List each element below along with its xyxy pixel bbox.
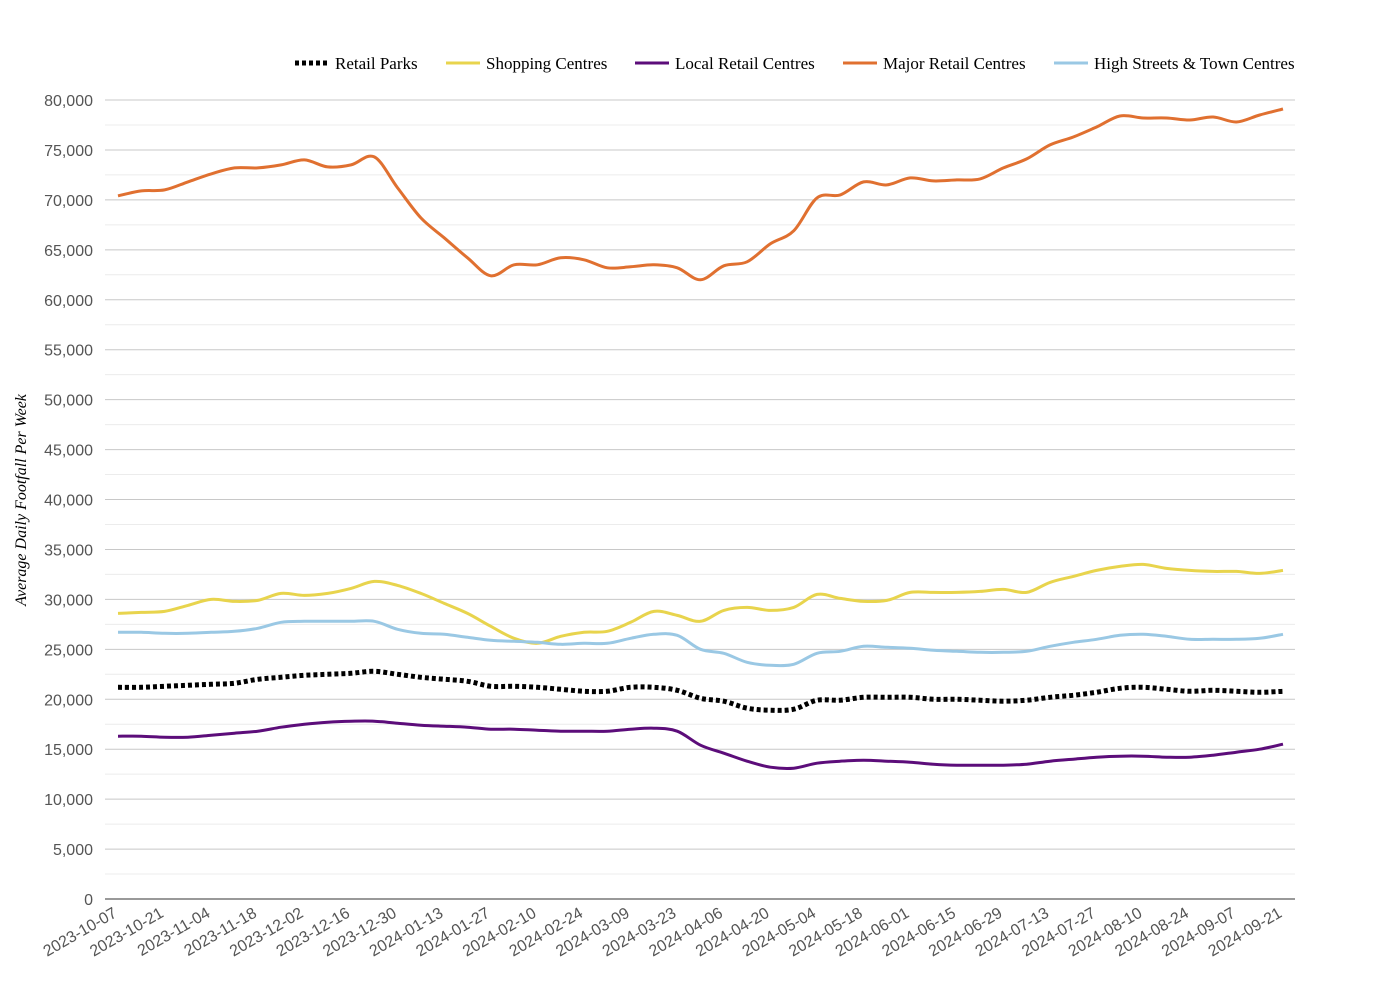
y-tick-label: 75,000 (44, 143, 93, 160)
y-tick-label: 55,000 (44, 343, 93, 360)
y-tick-label: 70,000 (44, 193, 93, 210)
y-tick-label: 25,000 (44, 642, 93, 659)
series-line-local-retail-centres (117, 719, 1284, 770)
series-line-retail-parks (117, 668, 1284, 713)
legend-label-high-streets-and-town-centres: High Streets & Town Centres (1094, 54, 1295, 73)
series-lines (117, 107, 1284, 770)
y-tick-label: 5,000 (53, 842, 93, 859)
y-tick-label: 50,000 (44, 393, 93, 410)
y-tick-label: 20,000 (44, 692, 93, 709)
y-tick-label: 60,000 (44, 293, 93, 310)
y-tick-label: 0 (84, 892, 93, 909)
legend: Retail Parks Shopping Centres Local Retail… (295, 54, 1295, 73)
y-tick-label: 80,000 (44, 93, 93, 110)
legend-label-major-retail-centres: Major Retail Centres (883, 54, 1026, 73)
y-tick-label: 65,000 (44, 243, 93, 260)
y-tick-label: 15,000 (44, 742, 93, 759)
x-axis-ticks: 2023-10-072023-10-212023-11-042023-11-18… (41, 905, 1285, 961)
y-axis-label: Average Daily Footfall Per Week (13, 393, 30, 607)
y-tick-label: 45,000 (44, 443, 93, 460)
legend-label-local-retail-centres: Local Retail Centres (675, 54, 815, 73)
y-tick-label: 10,000 (44, 792, 93, 809)
legend-label-shopping-centres: Shopping Centres (486, 54, 607, 73)
y-tick-label: 40,000 (44, 493, 93, 510)
series-line-major-retail-centres (117, 107, 1284, 282)
legend-label-retail-parks: Retail Parks (335, 54, 418, 73)
y-tick-label: 35,000 (44, 542, 93, 559)
series-line-high-streets-and-town-centres (117, 619, 1284, 668)
series-line-shopping-centres (117, 562, 1284, 645)
y-axis-ticks: 0 5,000 10,000 15,000 20,000 25,000 30,000 35,0… (44, 93, 93, 909)
y-tick-label: 30,000 (44, 592, 93, 609)
grid-lines (105, 99, 1295, 875)
